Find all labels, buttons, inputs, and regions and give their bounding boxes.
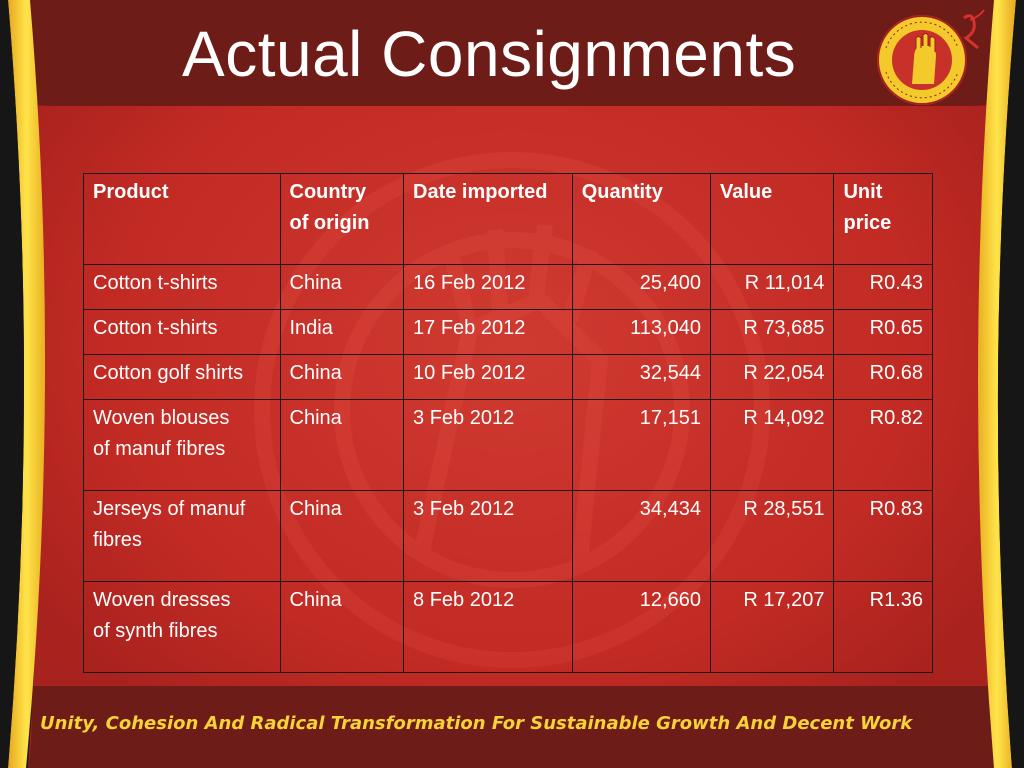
- union-logo-icon: [877, 9, 985, 105]
- cell-product-text: Cotton t-shirts: [93, 272, 218, 294]
- cell-date: 16 Feb 2012: [403, 264, 573, 310]
- header-product-label: Product: [93, 181, 169, 203]
- cell-country: China: [279, 490, 405, 582]
- cell-country: China: [279, 264, 405, 310]
- cell-product: Cotton golf shirts: [83, 354, 281, 400]
- cell-date: 10 Feb 2012: [403, 354, 573, 400]
- cell-date: 3 Feb 2012: [403, 399, 573, 491]
- cell-country: China: [279, 581, 405, 673]
- table-row: Woven dresses of synth fibres China 8 Fe…: [83, 581, 933, 673]
- cell-quantity: 113,040: [571, 309, 711, 355]
- cell-product-text-line-1: Woven blouses: [93, 407, 230, 429]
- table-row: Cotton t-shirts China 16 Feb 2012 25,400…: [83, 264, 933, 310]
- cell-product-text: Cotton golf shirts: [93, 362, 244, 384]
- cell-product-text-line-2: of manuf fibres: [93, 438, 226, 460]
- cell-product-text-line-1: Jerseys of manuf: [93, 498, 246, 520]
- cell-date: 3 Feb 2012: [403, 490, 573, 582]
- cell-product: Woven dresses of synth fibres: [83, 581, 281, 673]
- cell-unit-price: R0.82: [833, 399, 933, 491]
- cell-quantity: 32,544: [571, 354, 711, 400]
- footer-slogan: Unity, Cohesion And Radical Transformati…: [40, 713, 913, 734]
- header-country-label-line-1: Country: [289, 181, 367, 203]
- cell-value: R 17,207: [709, 581, 835, 673]
- table-row: Cotton t-shirts India 17 Feb 2012 113,04…: [83, 309, 933, 355]
- slide-title: Actual Consignments: [182, 18, 797, 90]
- table-header-row: Product Country of origin Date imported …: [83, 173, 933, 265]
- cell-unit-price: R0.83: [833, 490, 933, 582]
- cell-product-text-line-2: of synth fibres: [93, 620, 218, 642]
- cell-date: 17 Feb 2012: [403, 309, 573, 355]
- header-country: Country of origin: [279, 173, 405, 265]
- header-value-label: Value: [719, 181, 773, 203]
- cell-product: Woven blouses of manuf fibres: [83, 399, 281, 491]
- cell-unit-price: R1.36: [833, 581, 933, 673]
- cell-quantity: 25,400: [571, 264, 711, 310]
- cell-unit-price: R0.68: [833, 354, 933, 400]
- cell-product: Jerseys of manuf fibres: [83, 490, 281, 582]
- consignments-table: Product Country of origin Date imported …: [83, 173, 933, 673]
- cell-product-text: Cotton t-shirts: [93, 317, 218, 339]
- cell-product-text-line-1: Woven dresses: [93, 589, 231, 611]
- cell-unit-price: R0.43: [833, 264, 933, 310]
- table-row: Woven blouses of manuf fibres China 3 Fe…: [83, 399, 933, 491]
- cell-value: R 14,092: [709, 399, 835, 491]
- cell-unit-price: R0.65: [833, 309, 933, 355]
- cell-quantity: 12,660: [571, 581, 711, 673]
- header-unit-price-label-line-1: Unit: [843, 181, 883, 203]
- header-date-label: Date imported: [413, 181, 548, 203]
- cell-value: R 22,054: [709, 354, 835, 400]
- cell-value: R 73,685: [709, 309, 835, 355]
- header-product: Product: [83, 173, 281, 265]
- table-row: Jerseys of manuf fibres China 3 Feb 2012…: [83, 490, 933, 582]
- cell-country: India: [279, 309, 405, 355]
- cell-value: R 11,014: [709, 264, 835, 310]
- cell-product: Cotton t-shirts: [83, 309, 281, 355]
- cell-value: R 28,551: [709, 490, 835, 582]
- cell-country: China: [279, 354, 405, 400]
- cell-product-text-line-2: fibres: [93, 529, 142, 551]
- header-country-label-line-2: of origin: [289, 212, 370, 234]
- header-date: Date imported: [403, 173, 573, 265]
- header-quantity: Quantity: [571, 173, 711, 265]
- header-unit-price: Unit price: [833, 173, 933, 265]
- header-quantity-label: Quantity: [581, 181, 663, 203]
- header-value: Value: [709, 173, 835, 265]
- cell-product: Cotton t-shirts: [83, 264, 281, 310]
- cell-date: 8 Feb 2012: [403, 581, 573, 673]
- cell-quantity: 17,151: [571, 399, 711, 491]
- table-row: Cotton golf shirts China 10 Feb 2012 32,…: [83, 354, 933, 400]
- cell-country: China: [279, 399, 405, 491]
- header-unit-price-label-line-2: price: [843, 212, 892, 234]
- cell-quantity: 34,434: [571, 490, 711, 582]
